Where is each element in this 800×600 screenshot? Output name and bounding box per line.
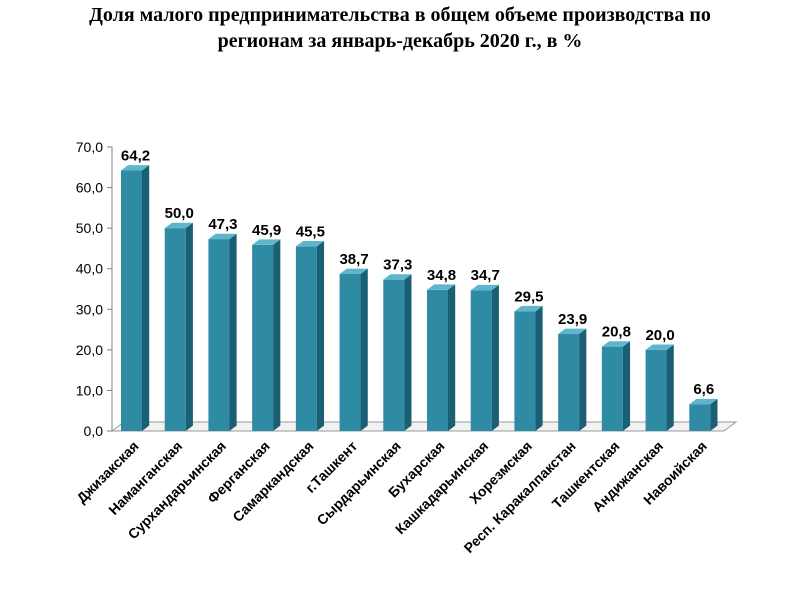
data-label: 29,5: [514, 288, 543, 305]
bar-front: [470, 290, 492, 431]
bar-side: [229, 233, 237, 431]
bar-top: [295, 241, 325, 247]
bar-side: [491, 284, 499, 431]
bar-top: [558, 328, 587, 335]
data-label: 34,7: [471, 267, 500, 284]
y-tick-label: 60,0: [76, 180, 103, 196]
bar-front: [514, 311, 536, 431]
bar-side: [535, 305, 543, 431]
category-label: Самаркандская: [229, 438, 316, 525]
data-label: 20,8: [602, 324, 631, 341]
bar-side: [622, 341, 631, 431]
bar: [164, 222, 193, 431]
y-tick-label: 40,0: [76, 261, 103, 277]
bar-front: [295, 246, 317, 431]
chart-floor: [110, 421, 738, 432]
bar: [121, 165, 150, 432]
bar-side: [316, 241, 325, 431]
chart-title: Доля малого предпринимательства в общем …: [0, 2, 800, 54]
data-label: 45,5: [296, 223, 325, 240]
bar-front: [427, 289, 448, 431]
bar-top: [208, 233, 237, 240]
bar: [470, 284, 499, 431]
bar-side: [185, 222, 193, 431]
data-label: 38,7: [339, 251, 368, 268]
data-label: 34,8: [427, 267, 456, 284]
bar-top: [645, 344, 674, 350]
bar-side: [273, 239, 281, 431]
bar-front: [689, 404, 711, 431]
bar-side: [448, 284, 456, 431]
bar: [252, 239, 281, 431]
y-tick-label: 0,0: [84, 423, 104, 439]
data-label: 6,6: [693, 381, 714, 398]
data-label: 20,0: [645, 327, 674, 344]
bar: [514, 305, 543, 431]
bar-front: [252, 244, 274, 431]
bars-layer: [121, 165, 718, 432]
bar-top: [427, 284, 456, 290]
bar-front: [339, 273, 361, 431]
y-tick-label: 70,0: [76, 139, 103, 155]
bar-side: [710, 398, 718, 431]
data-label: 23,9: [558, 311, 587, 328]
bar-front: [121, 170, 142, 431]
bar: [427, 284, 456, 431]
data-label: 37,3: [383, 257, 412, 274]
y-tick-label: 30,0: [76, 301, 103, 317]
bar-front: [383, 279, 405, 431]
y-tick-label: 50,0: [76, 220, 103, 236]
bar-front: [208, 239, 230, 431]
bar: [558, 328, 587, 431]
bar-side: [142, 165, 150, 432]
y-tick-label: 20,0: [76, 342, 103, 358]
bar: [601, 341, 631, 431]
bar-top: [689, 398, 718, 405]
bar-side: [360, 268, 368, 431]
y-tick-label: 10,0: [76, 382, 103, 398]
bar-side: [666, 344, 674, 431]
bar-front: [558, 334, 580, 431]
bar-top: [252, 239, 281, 245]
data-label: 64,2: [121, 148, 150, 165]
bar-top: [339, 268, 368, 274]
bar: [383, 274, 412, 431]
bar-top: [601, 341, 631, 347]
chart-title-line-1: Доля малого предпринимательства в общем …: [89, 4, 711, 26]
bar-top: [470, 284, 499, 291]
bar-top: [514, 305, 543, 312]
bar: [295, 241, 325, 431]
chart-title-line-2: регионам за январь-декабрь 2020 г., в %: [217, 30, 583, 52]
data-label: 45,9: [252, 222, 281, 239]
bar-front: [164, 228, 186, 431]
bar-top: [121, 165, 150, 171]
bar-side: [404, 274, 412, 431]
bar-top: [383, 274, 412, 280]
bar-front: [601, 346, 623, 431]
bar: [645, 344, 674, 431]
bar-top: [164, 222, 193, 229]
bar-side: [579, 328, 587, 431]
bar: [339, 268, 368, 431]
bar-front: [645, 349, 667, 431]
bar: [689, 398, 718, 431]
data-label: 47,3: [208, 216, 237, 233]
data-label: 50,0: [165, 205, 194, 222]
bar: [208, 233, 237, 431]
